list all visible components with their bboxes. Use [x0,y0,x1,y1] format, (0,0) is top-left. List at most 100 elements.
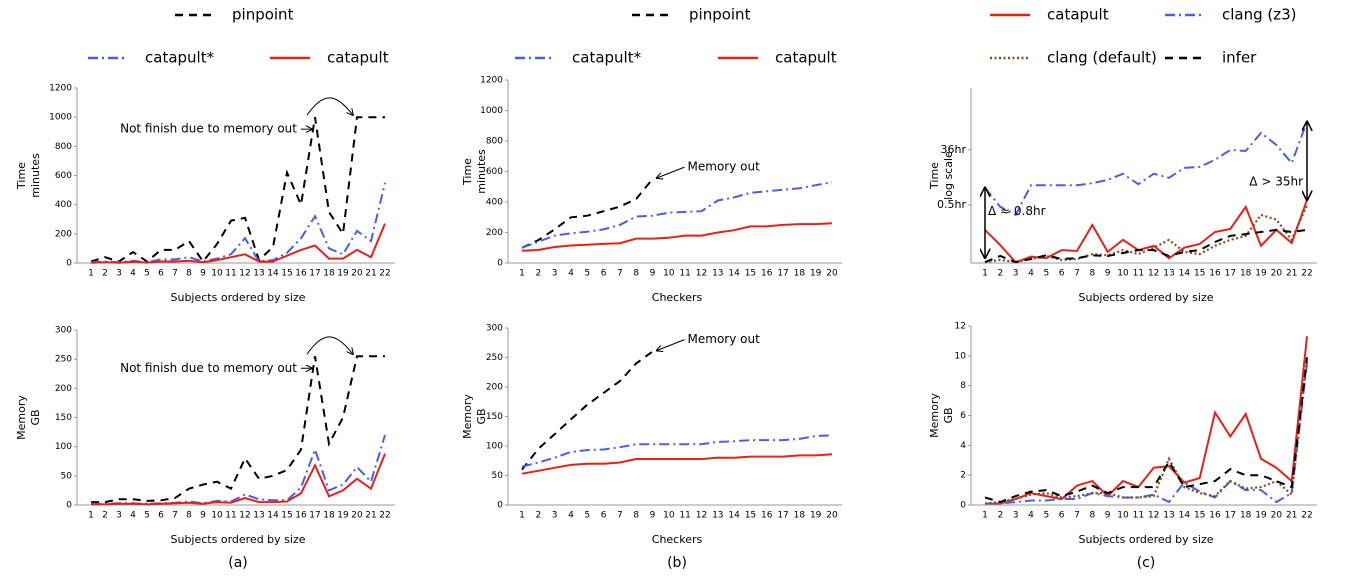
x-tick-label: 17 [309,269,320,279]
y-tick-label: 1200 [480,76,503,86]
x-tick-label: 15 [1194,511,1205,521]
x-tick-label: 13 [712,511,723,521]
series-line [521,222,833,252]
x-tick-label: 12 [239,511,250,521]
legend-label: clang (default) [1047,49,1157,67]
x-tick-label: 8 [633,269,639,279]
x-tick-label: 9 [650,269,656,279]
x-tick-label: 11 [1133,511,1144,521]
x-tick-label: 19 [1255,269,1267,279]
x-tick-label: 1 [88,511,94,521]
y-axis-label: Time [461,158,474,186]
x-tick-label: 1 [519,511,525,521]
x-tick-label: 13 [253,269,264,279]
x-tick-label: 8 [186,269,192,279]
x-tick-label: 10 [1117,269,1129,279]
x-tick-label: 22 [379,511,390,521]
x-tick-label: 5 [1043,269,1049,279]
x-tick-label: 19 [810,511,822,521]
x-tick-label: 14 [1179,511,1191,521]
series-line [985,336,1308,505]
y-axis-label: GB [475,408,488,424]
x-tick-label: 21 [365,511,376,521]
x-tick-label: 2 [997,511,1003,521]
y-axis-label: Time [928,162,941,190]
x-tick-label: 14 [1179,269,1191,279]
x-tick-label: 21 [1286,269,1297,279]
x-tick-label: 16 [295,269,307,279]
annotation: Memory out [688,160,761,174]
x-tick-label: 7 [172,511,178,521]
x-tick-label: 16 [295,511,307,521]
y-tick-label: 150 [55,413,72,423]
arrow [306,336,353,354]
x-tick-label: 8 [186,511,192,521]
x-tick-label: 10 [211,511,223,521]
x-tick-label: 22 [1301,269,1312,279]
x-tick-label: 16 [1209,511,1221,521]
x-tick-label: 14 [267,269,279,279]
x-tick-label: 2 [997,269,1003,279]
x-tick-label: 16 [761,511,773,521]
x-tick-label: 18 [323,269,335,279]
x-tick-label: 9 [1105,511,1111,521]
legend-label: clang (z3) [1222,6,1297,24]
x-tick-label: 20 [1271,269,1283,279]
x-tick-label: 10 [663,511,675,521]
x-tick-label: 16 [761,269,773,279]
y-axis-label: GB [29,409,42,425]
x-tick-label: 5 [1043,511,1049,521]
x-tick-label: 22 [1301,511,1312,521]
x-tick-label: 12 [696,511,707,521]
x-tick-label: 4 [1028,269,1034,279]
x-tick-label: 5 [584,511,590,521]
x-tick-label: 19 [337,269,349,279]
x-tick-label: 12 [696,269,707,279]
x-tick-label: 7 [1074,269,1080,279]
y-tick-label: 2 [960,471,966,481]
series-line [521,434,833,468]
arrow [306,97,353,115]
x-tick-label: 17 [777,511,788,521]
x-tick-label: 3 [116,269,122,279]
y-tick-label: 0 [497,259,503,269]
series-line [521,178,654,249]
x-tick-label: 19 [337,511,349,521]
y-tick-label: 0 [66,259,72,269]
series-line [90,223,386,264]
x-tick-label: 17 [1225,269,1236,279]
y-tick-label: 10 [955,351,967,361]
x-tick-label: 4 [1028,511,1034,521]
x-tick-label: 6 [1059,511,1065,521]
x-tick-label: 1 [519,269,525,279]
x-tick-label: 17 [777,269,788,279]
y-tick-label: 50 [492,471,504,481]
y-tick-label: 400 [486,198,503,208]
x-tick-label: 11 [225,269,236,279]
x-tick-label: 6 [158,269,164,279]
x-tick-label: 4 [130,511,136,521]
x-tick-label: 7 [172,269,178,279]
y-tick-label: 300 [486,324,503,334]
x-tick-label: 20 [351,511,363,521]
x-tick-label: 4 [568,269,574,279]
series-line [521,181,833,249]
x-axis-label: Checkers [652,291,703,304]
x-tick-label: 2 [535,269,541,279]
series-line [984,358,1309,505]
x-tick-label: 8 [633,511,639,521]
x-tick-label: 1 [982,269,988,279]
legend-label: catapult [327,49,389,67]
x-tick-label: 22 [379,269,390,279]
annotation: Memory out [688,332,761,346]
x-tick-label: 14 [728,511,740,521]
y-tick-label: 250 [486,353,503,363]
x-tick-label: 20 [826,511,838,521]
series-line [521,453,833,475]
x-tick-label: 10 [211,269,223,279]
x-tick-label: 12 [239,269,250,279]
x-tick-label: 18 [794,269,806,279]
x-tick-label: 9 [1105,269,1111,279]
series-line [521,350,654,471]
y-tick-label: 600 [486,167,503,177]
